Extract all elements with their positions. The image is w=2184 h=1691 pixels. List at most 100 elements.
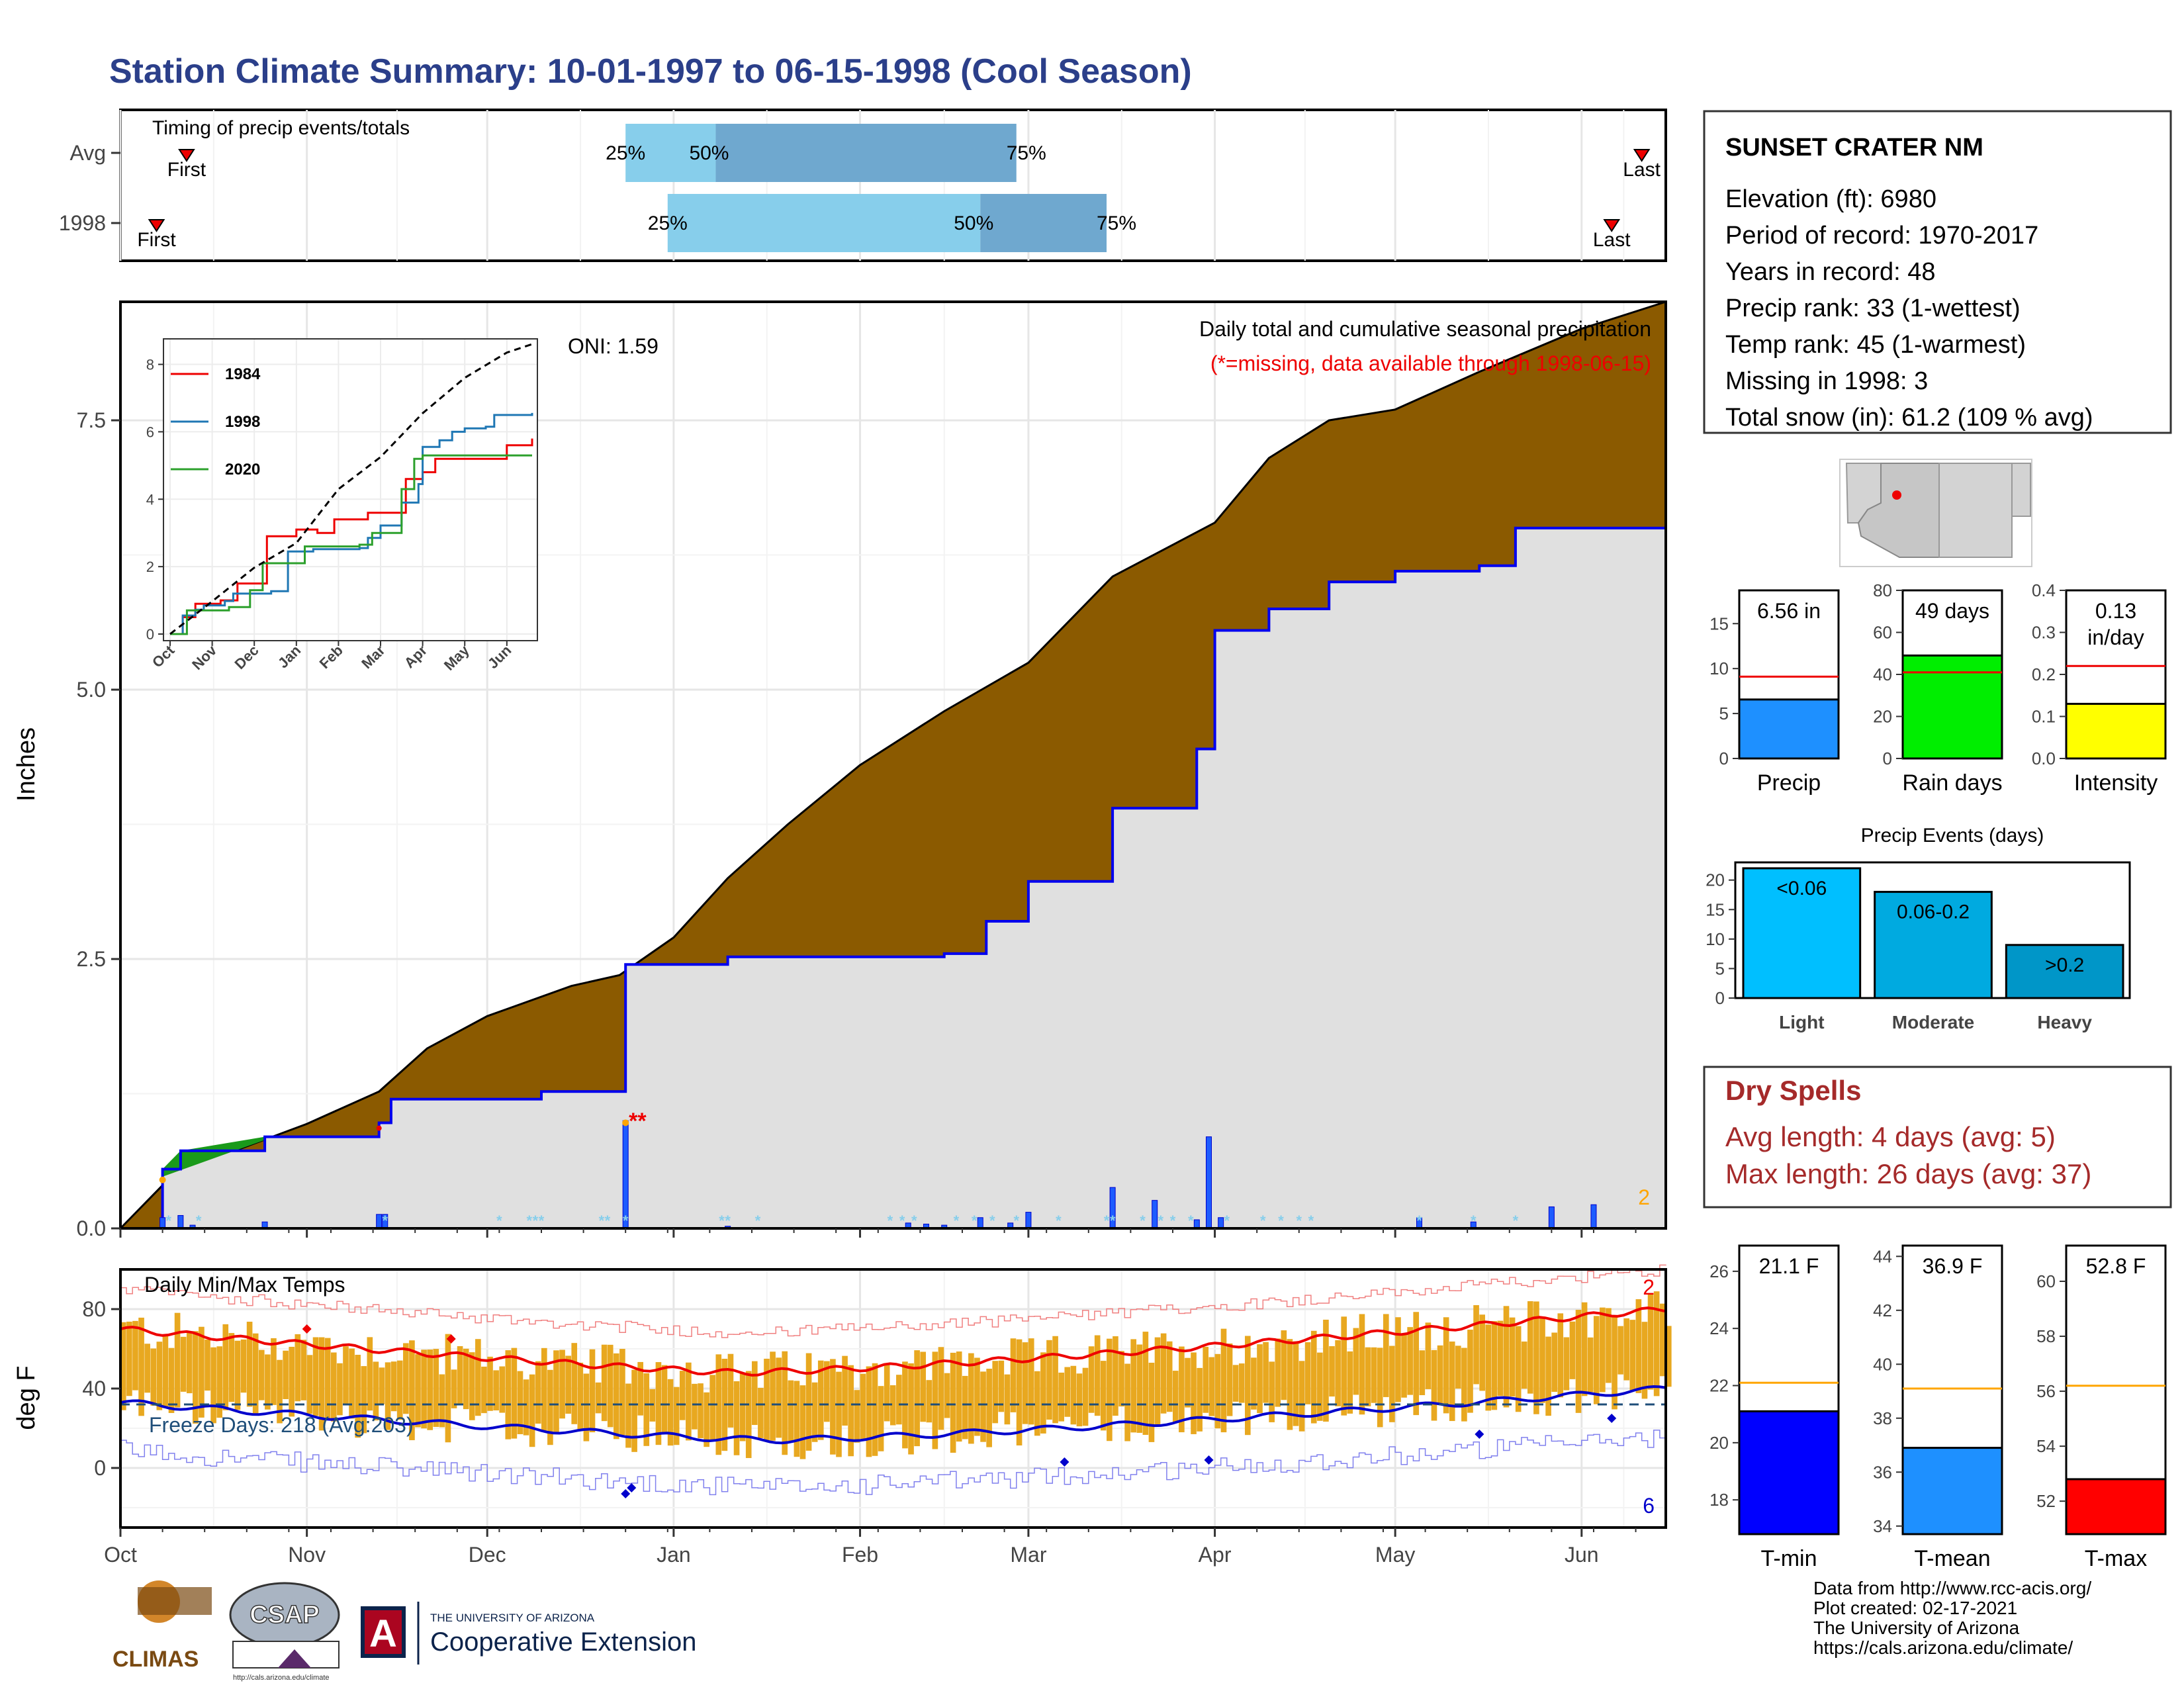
trace-marker: * bbox=[1471, 1212, 1477, 1229]
events-y-tick-label: 10 bbox=[1706, 929, 1725, 949]
temp-x-tick-label: Jan bbox=[657, 1543, 691, 1567]
daily-temp-bar bbox=[764, 1358, 770, 1441]
daily-temp-bar bbox=[475, 1339, 481, 1416]
oni-label: ONI: 1.59 bbox=[568, 334, 659, 358]
small-chart-y-tick-label: 0 bbox=[1719, 749, 1729, 768]
daily-temp-bar bbox=[1587, 1337, 1594, 1393]
daily-temp-bar bbox=[1612, 1315, 1617, 1410]
last-event-marker-icon bbox=[1633, 149, 1651, 162]
daily-temp-bar bbox=[1245, 1336, 1251, 1436]
daily-temp-bar bbox=[240, 1339, 247, 1393]
daily-temp-bar bbox=[595, 1382, 602, 1414]
daily-temp-bar bbox=[1251, 1357, 1257, 1410]
daily-temp-bar bbox=[739, 1373, 746, 1441]
small-chart-y-tick-label: 24 bbox=[1709, 1318, 1729, 1338]
trace-marker: * bbox=[755, 1212, 761, 1229]
small-chart-y-tick-label: 58 bbox=[2036, 1326, 2056, 1346]
timing-row-label-year: 1998 bbox=[59, 211, 106, 235]
daily-temp-bar bbox=[920, 1351, 927, 1422]
daily-temp-bar bbox=[1509, 1317, 1516, 1397]
small-chart-y-tick-label: 0.0 bbox=[2032, 749, 2056, 768]
daily-temp-bar bbox=[295, 1334, 301, 1402]
trace-marker: * bbox=[527, 1212, 533, 1229]
small-chart-y-tick-label: 18 bbox=[1709, 1490, 1729, 1510]
daily-temp-bar bbox=[698, 1383, 704, 1439]
small-chart-y-tick-label: 15 bbox=[1709, 614, 1729, 633]
daily-temp-bar bbox=[1070, 1365, 1077, 1425]
daily-temp-bar bbox=[162, 1336, 169, 1408]
daily-temp-bar bbox=[318, 1337, 325, 1431]
precip-y-tick-label: 7.5 bbox=[77, 408, 106, 432]
daily-temp-bar bbox=[1485, 1324, 1492, 1411]
daily-temp-bar bbox=[655, 1362, 662, 1445]
daily-temp-bar bbox=[1606, 1308, 1612, 1383]
map-state-texas bbox=[2011, 463, 2031, 517]
daily-temp-bar bbox=[324, 1338, 331, 1419]
daily-temp-bar bbox=[1515, 1326, 1522, 1412]
daily-temp-bar bbox=[1635, 1299, 1642, 1393]
record-min-marker-icon bbox=[1607, 1414, 1617, 1423]
precip-y-tick-label: 0.0 bbox=[77, 1216, 106, 1240]
daily-temp-bar bbox=[914, 1350, 920, 1447]
daily-temp-bar bbox=[1659, 1303, 1666, 1377]
snow-marker bbox=[159, 1176, 166, 1183]
trace-marker: * bbox=[382, 1212, 388, 1229]
daily-temp-bar bbox=[794, 1381, 800, 1457]
daily-temp-bar bbox=[788, 1380, 794, 1441]
temp-y-tick-label: 0 bbox=[94, 1456, 106, 1480]
temp-x-tick-label: Nov bbox=[288, 1543, 326, 1567]
small-chart-season_raindays: 0 20 40 60 80 49 days Rain days bbox=[1873, 580, 2003, 796]
station-precip-rank: Precip rank: 33 (1-wettest) bbox=[1725, 295, 2021, 322]
daily-temp-bar bbox=[493, 1370, 499, 1411]
daily-temp-bar bbox=[1365, 1347, 1371, 1406]
events-category-label: Heavy bbox=[2037, 1012, 2092, 1032]
daily-temp-bar bbox=[1197, 1367, 1203, 1432]
climas-landscape-icon bbox=[138, 1587, 212, 1615]
daily-temp-bar bbox=[1551, 1332, 1558, 1392]
daily-temp-bar bbox=[1166, 1341, 1173, 1412]
daily-temp-bar bbox=[1304, 1342, 1311, 1404]
daily-temp-bar bbox=[1238, 1363, 1245, 1403]
daily-temp-bar bbox=[1569, 1321, 1576, 1379]
daily-temp-bar bbox=[1004, 1374, 1011, 1425]
daily-temp-bar bbox=[1443, 1317, 1449, 1414]
daily-temp-bar bbox=[193, 1331, 199, 1424]
daily-temp-bar bbox=[1118, 1351, 1124, 1407]
daily-temp-bar bbox=[1425, 1322, 1432, 1389]
daily-temp-bar bbox=[1172, 1371, 1179, 1423]
record-min-envelope bbox=[120, 1430, 1666, 1496]
daily-temp-bar bbox=[1130, 1339, 1137, 1433]
small-chart-y-tick-label: 36 bbox=[1873, 1462, 1892, 1482]
daily-temp-bar bbox=[1016, 1339, 1023, 1445]
daily-temp-bar bbox=[1269, 1361, 1275, 1422]
dry-spells-avg: Avg length: 4 days (avg: 5) bbox=[1725, 1121, 2056, 1152]
daily-precip-bar bbox=[177, 1214, 184, 1229]
precip-y-axis-title: Inches bbox=[13, 727, 40, 801]
temp-x-tick-label: Oct bbox=[104, 1543, 137, 1567]
daily-temp-bar bbox=[998, 1360, 1005, 1412]
inset-y-tick-label: 6 bbox=[146, 424, 154, 440]
daily-temp-bar bbox=[553, 1350, 559, 1434]
daily-temp-bar bbox=[1076, 1373, 1083, 1427]
daily-temp-bar bbox=[589, 1349, 596, 1433]
precip-missing-count: 2 bbox=[1638, 1185, 1650, 1209]
trace-marker: * bbox=[1260, 1212, 1266, 1229]
daily-temp-bar bbox=[523, 1379, 529, 1436]
trace-marker: * bbox=[1013, 1212, 1019, 1229]
daily-temp-bar bbox=[439, 1374, 445, 1428]
record-max-envelope bbox=[120, 1264, 1666, 1338]
last-event-label: Last bbox=[1623, 159, 1661, 181]
timing-bar-q2 bbox=[715, 124, 1017, 182]
daily-temp-bar bbox=[745, 1371, 752, 1459]
daily-temp-bar bbox=[709, 1375, 716, 1441]
daily-temp-bar bbox=[1298, 1361, 1305, 1432]
station-missing: Missing in 1998: 3 bbox=[1725, 367, 1928, 395]
daily-temp-bar bbox=[1293, 1341, 1299, 1426]
daily-temp-bar bbox=[1034, 1371, 1040, 1436]
daily-temp-bar bbox=[1191, 1352, 1197, 1434]
small-chart-y-tick-label: 56 bbox=[2036, 1381, 2056, 1401]
inset-legend-label: 1998 bbox=[225, 413, 260, 431]
small-chart-y-tick-label: 5 bbox=[1719, 704, 1729, 723]
daily-temp-bar bbox=[1431, 1349, 1437, 1421]
temp-y-tick-label: 40 bbox=[82, 1377, 106, 1400]
